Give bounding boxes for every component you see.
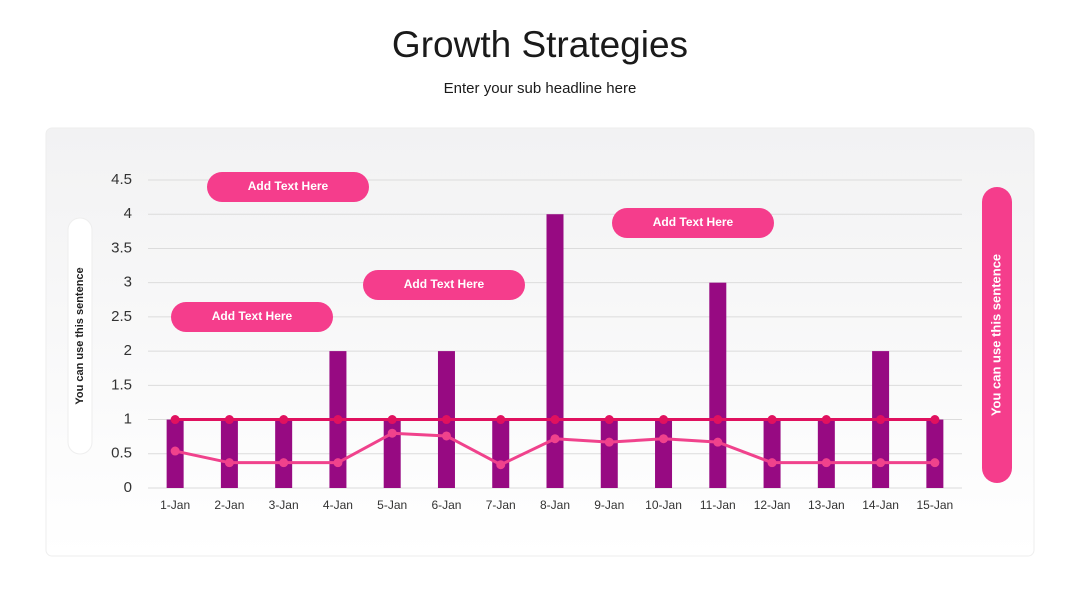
x-tick-label: 13-Jan — [808, 498, 845, 512]
x-tick-label: 14-Jan — [862, 498, 899, 512]
x-tick-label: 5-Jan — [377, 498, 407, 512]
line-marker — [876, 458, 886, 468]
annotation-text: Add Text Here — [404, 277, 485, 291]
annotation-pill — [612, 208, 774, 238]
line-marker — [767, 458, 777, 468]
line-marker — [659, 415, 669, 425]
y-tick-label: 3.5 — [111, 239, 132, 256]
chart-title: Growth Strategies — [392, 24, 688, 65]
line-marker — [821, 458, 831, 468]
line-marker — [821, 415, 831, 425]
line-marker — [224, 415, 234, 425]
x-tick-label: 7-Jan — [486, 498, 516, 512]
bar — [600, 419, 618, 488]
annotation-text: Add Text Here — [248, 179, 329, 193]
line-marker — [930, 415, 940, 425]
x-tick-label: 10-Jan — [645, 498, 682, 512]
line-marker — [713, 415, 723, 425]
line-marker — [170, 446, 180, 456]
line-marker — [550, 415, 560, 425]
line-marker — [279, 415, 289, 425]
annotation-text: Add Text Here — [212, 309, 293, 323]
annotation-pill — [171, 302, 333, 332]
line-marker — [441, 415, 451, 425]
line-marker — [550, 434, 560, 444]
line-marker — [333, 415, 343, 425]
side-pill-left — [67, 217, 93, 455]
line-marker — [387, 415, 397, 425]
line-marker — [713, 437, 723, 447]
y-tick-label: 2.5 — [111, 308, 132, 325]
bar — [220, 419, 238, 488]
annotation-pill — [363, 270, 525, 300]
x-tick-label: 15-Jan — [917, 498, 954, 512]
x-tick-label: 12-Jan — [754, 498, 791, 512]
line-marker — [441, 431, 451, 441]
line-marker — [496, 460, 506, 470]
x-tick-label: 8-Jan — [540, 498, 570, 512]
side-label: You can use this sentence — [74, 267, 86, 404]
x-tick-label: 4-Jan — [323, 498, 353, 512]
line-marker — [659, 434, 669, 444]
x-tick-label: 3-Jan — [269, 498, 299, 512]
x-tick-label: 11-Jan — [700, 498, 736, 512]
line-marker — [767, 415, 777, 425]
line-marker — [930, 458, 940, 468]
side-label: You can use this sentence — [988, 254, 1003, 416]
bar — [817, 419, 835, 488]
y-tick-label: 0 — [124, 479, 132, 496]
annotation-pill — [207, 172, 369, 202]
bar — [492, 419, 510, 488]
y-tick-label: 0.5 — [111, 445, 132, 462]
line-marker — [224, 458, 234, 468]
bar — [275, 419, 293, 488]
x-tick-label: 6-Jan — [431, 498, 461, 512]
x-tick-label: 9-Jan — [594, 498, 624, 512]
x-tick-label: 2-Jan — [214, 498, 244, 512]
bar — [709, 282, 727, 488]
line-marker — [876, 415, 886, 425]
bar — [763, 419, 781, 488]
chart-subtitle: Enter your sub headline here — [444, 80, 637, 97]
y-tick-label: 3 — [124, 274, 132, 291]
annotation-text: Add Text Here — [653, 215, 734, 229]
bar — [546, 214, 564, 488]
line-marker — [170, 415, 180, 425]
line-marker — [387, 428, 397, 438]
side-pill-right — [982, 187, 1012, 483]
y-tick-label: 1.5 — [111, 376, 132, 393]
bar — [926, 419, 944, 488]
bar — [655, 419, 673, 488]
line-marker — [279, 458, 289, 468]
y-tick-label: 4 — [124, 205, 132, 222]
line-marker — [604, 437, 614, 447]
y-tick-label: 2 — [124, 342, 132, 359]
y-tick-label: 1 — [124, 411, 132, 428]
x-tick-label: 1-Jan — [160, 498, 190, 512]
line-marker — [604, 415, 614, 425]
chart-panel — [45, 127, 1035, 557]
line-marker — [333, 458, 343, 468]
line-marker — [496, 415, 506, 425]
y-tick-label: 4.5 — [111, 171, 132, 188]
